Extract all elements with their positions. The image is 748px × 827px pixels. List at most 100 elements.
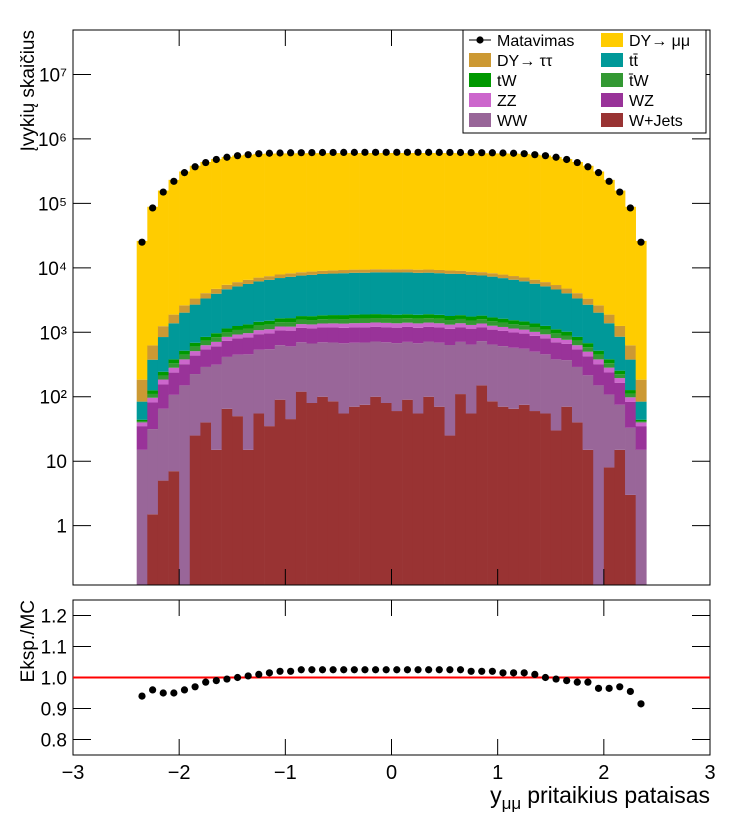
stack-bar bbox=[200, 345, 212, 350]
stack-bar bbox=[412, 323, 424, 328]
stack-bar bbox=[211, 346, 222, 365]
stack-bar bbox=[157, 379, 169, 385]
stack-bar bbox=[487, 325, 498, 330]
x-axis-label: yμμ pritaikius pataisas bbox=[490, 782, 710, 813]
ratio-point bbox=[552, 675, 560, 683]
stack-bar bbox=[359, 152, 371, 270]
stack-bar bbox=[168, 471, 180, 585]
stack-bar bbox=[211, 341, 222, 347]
stack-bar bbox=[370, 322, 382, 327]
ratio-point bbox=[616, 683, 624, 691]
ratio-point bbox=[329, 666, 337, 674]
stack-bar bbox=[571, 366, 583, 423]
data-point bbox=[308, 148, 316, 157]
data-point bbox=[403, 148, 412, 156]
stack-bar bbox=[189, 298, 201, 305]
data-point bbox=[180, 169, 189, 177]
stack-bar bbox=[614, 374, 626, 379]
stack-bar bbox=[317, 270, 329, 274]
legend-swatch bbox=[601, 53, 623, 67]
stack-bar bbox=[508, 332, 520, 348]
stack-bar bbox=[189, 346, 201, 352]
stack-bar bbox=[349, 269, 360, 273]
stack-bar bbox=[518, 348, 530, 405]
data-point bbox=[626, 204, 634, 212]
stack-bar bbox=[465, 316, 477, 321]
stack-bar bbox=[253, 330, 265, 335]
stack-bar bbox=[455, 394, 467, 585]
stack-bar bbox=[497, 346, 509, 407]
stack-bar bbox=[540, 329, 552, 335]
stack-bar bbox=[391, 272, 403, 315]
legend-label: tW bbox=[497, 73, 517, 90]
stack-bar bbox=[168, 363, 180, 368]
stack-bar bbox=[391, 323, 403, 328]
stack-bar bbox=[444, 315, 456, 321]
stack-bar bbox=[136, 449, 148, 585]
stack-bar bbox=[571, 422, 583, 585]
stack-bar bbox=[508, 408, 520, 585]
stack-bar bbox=[550, 329, 562, 334]
ratio-point bbox=[255, 670, 263, 679]
stack-bar bbox=[211, 364, 222, 450]
stack-bar bbox=[412, 318, 424, 324]
legend-swatch bbox=[469, 93, 491, 107]
stack-bar bbox=[455, 323, 467, 328]
ratio-point bbox=[318, 666, 327, 674]
stack-bar bbox=[614, 325, 626, 337]
stack-bar bbox=[593, 350, 605, 355]
stack-bar bbox=[487, 153, 498, 274]
ratio-point bbox=[138, 692, 146, 700]
y-tick-label: 0.8 bbox=[41, 731, 67, 752]
stack-bar bbox=[603, 372, 615, 395]
stack-bar bbox=[561, 360, 573, 407]
stack-bar bbox=[380, 269, 392, 273]
stack-bar bbox=[306, 320, 318, 325]
stack-bar bbox=[635, 426, 647, 450]
stack-bar bbox=[211, 288, 222, 294]
data-point bbox=[637, 238, 645, 246]
stack-bar bbox=[370, 269, 382, 273]
stack-bar bbox=[306, 274, 318, 317]
stack-bar bbox=[614, 449, 626, 585]
stack-bar bbox=[625, 401, 636, 428]
stack-bar bbox=[317, 273, 329, 316]
data-point bbox=[541, 152, 550, 160]
stack-bar bbox=[561, 406, 573, 585]
stack-bar bbox=[614, 370, 626, 375]
x-tick-label: −1 bbox=[274, 762, 297, 784]
stack-bar bbox=[593, 359, 605, 365]
x-tick-label: −3 bbox=[62, 762, 85, 784]
legend-label: WW bbox=[497, 113, 528, 130]
ratio-point bbox=[626, 687, 634, 696]
stack-bar bbox=[402, 322, 414, 327]
y-tick-label: 0.9 bbox=[41, 700, 67, 721]
stack-bar bbox=[593, 171, 605, 306]
stack-bar bbox=[242, 283, 254, 325]
stack-bar bbox=[274, 274, 286, 279]
stack-bar bbox=[540, 413, 552, 585]
stack-bar bbox=[232, 338, 244, 355]
stack-bar bbox=[359, 314, 371, 319]
stack-bar bbox=[168, 394, 180, 472]
data-point bbox=[329, 148, 337, 157]
stack-bar bbox=[582, 165, 594, 299]
stack-bar bbox=[232, 416, 244, 585]
stack-bar bbox=[603, 314, 615, 324]
stack-bar bbox=[349, 406, 360, 585]
stack-bar bbox=[550, 289, 562, 330]
stack-bar bbox=[402, 399, 414, 585]
stack-bar bbox=[285, 419, 297, 585]
stack-bar bbox=[518, 321, 530, 326]
stack-bar bbox=[497, 322, 509, 327]
stack-bar bbox=[529, 323, 541, 328]
stack-bar bbox=[211, 337, 222, 342]
legend-swatch bbox=[469, 113, 491, 127]
data-point bbox=[276, 149, 284, 157]
stack-bar bbox=[338, 273, 350, 316]
stack-bar bbox=[465, 274, 477, 317]
stack-bar bbox=[327, 315, 339, 319]
stack-bar bbox=[508, 276, 520, 280]
stack-bar bbox=[136, 426, 148, 450]
stack-bar bbox=[476, 272, 488, 276]
